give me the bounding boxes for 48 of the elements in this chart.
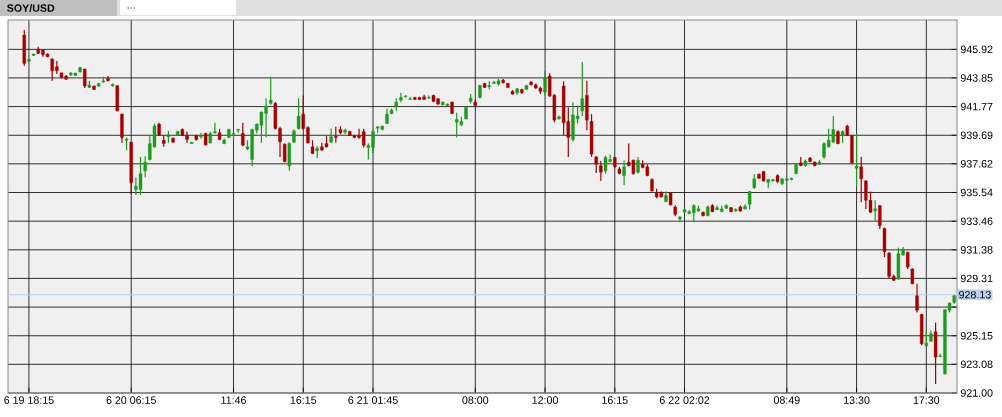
candlestick xyxy=(580,61,584,117)
candlestick xyxy=(622,159,626,186)
y-tick-label: 923.08 xyxy=(960,360,993,369)
x-tick-label: 16:15 xyxy=(602,396,628,404)
candlestick xyxy=(138,156,143,196)
candlestick xyxy=(269,76,273,106)
x-tick-label: 6 20 06:15 xyxy=(106,396,156,404)
x-tick-label: 6 19 18:15 xyxy=(4,396,54,404)
candlestick xyxy=(296,97,301,131)
y-tick-label: 945.92 xyxy=(960,45,993,54)
candlestick xyxy=(915,283,919,314)
candlestick xyxy=(878,204,882,230)
x-tick-label: 08:49 xyxy=(773,396,800,404)
x-tick-label: 6 22 02:02 xyxy=(659,396,710,404)
candlestick xyxy=(882,227,887,258)
candlestick xyxy=(120,112,124,144)
y-tick-label: 931.38 xyxy=(960,246,993,254)
y-tick-label: 937.62 xyxy=(960,160,993,168)
candlestick xyxy=(543,70,547,97)
ref-line-label: 928.13 xyxy=(959,290,991,299)
x-tick-label: 13:30 xyxy=(844,396,870,404)
y-tick-label: 941.77 xyxy=(960,102,993,111)
y-tick-label: 921.00 xyxy=(960,389,993,397)
x-tick-label: 08:00 xyxy=(462,396,489,404)
x-tick-label: 17:30 xyxy=(913,396,940,404)
candlestick xyxy=(143,155,147,179)
y-tick-label: 943.85 xyxy=(960,74,993,82)
candlestick xyxy=(599,160,603,182)
y-tick-label: 929.31 xyxy=(960,274,993,283)
x-tick-label: 11:46 xyxy=(221,396,246,404)
x-tick-label: 16:15 xyxy=(290,396,317,404)
y-tick-label: 933.46 xyxy=(960,217,993,225)
candlestick xyxy=(83,68,87,89)
text: ... xyxy=(127,7,135,9)
candlestick xyxy=(455,112,459,139)
candlestick xyxy=(213,122,217,135)
candlestick xyxy=(854,132,859,187)
x-tick-label: 6 21 01:45 xyxy=(348,396,398,404)
candlestick xyxy=(873,199,877,223)
candlestick xyxy=(859,156,863,203)
x-tick-label: 12:00 xyxy=(532,396,558,404)
candlestick xyxy=(831,115,835,144)
y-tick-label: 935.54 xyxy=(960,188,993,197)
y-tick-label: 925.15 xyxy=(960,331,993,340)
chart-title: SOY/USD xyxy=(7,4,55,12)
candlestick xyxy=(287,141,291,172)
candlestick xyxy=(603,154,608,175)
y-tick-label: 939.69 xyxy=(960,131,993,140)
